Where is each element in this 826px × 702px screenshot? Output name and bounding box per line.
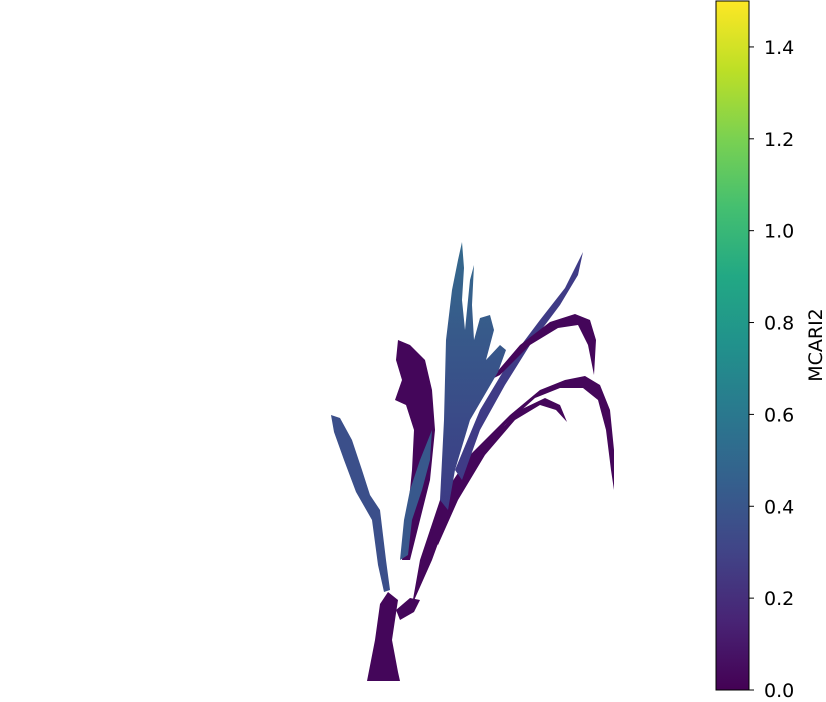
- colorbar-tick-label: 1.2: [764, 129, 794, 151]
- colorbar-tick-label: 1.4: [764, 37, 794, 59]
- leaf-upper-right: [455, 252, 583, 480]
- colorbar-gradient: [715, 0, 750, 691]
- colorbar-tick-label: 0.8: [764, 313, 794, 335]
- plant-heatmap-image: [331, 242, 614, 681]
- leaf-center-left: [400, 430, 432, 560]
- stem: [367, 592, 400, 681]
- colorbar-tick-label: 0.4: [764, 496, 794, 518]
- colorbar: 0.0 0.2 0.4 0.6 0.8 1.0 1.2 1.4 MCARI2: [715, 0, 826, 702]
- colorbar-tick-label: 1.0: [764, 221, 794, 243]
- leaf-left-twisted: [395, 340, 435, 560]
- colorbar-ticks: 0.0 0.2 0.4 0.6 0.8 1.0 1.2 1.4: [749, 37, 794, 702]
- leaf-center-tall: [440, 242, 506, 510]
- leaf-left-low: [331, 415, 390, 592]
- leaf-inner-arc: [430, 398, 567, 545]
- colorbar-tick-label: 0.2: [764, 588, 794, 610]
- colorbar-tick-label: 0.6: [764, 404, 794, 426]
- leaf-upper-right-bent: [490, 314, 596, 380]
- colorbar-label: MCARI2: [805, 308, 826, 382]
- colorbar-tick-label: 0.0: [764, 680, 794, 702]
- leaf-base-right: [396, 598, 420, 620]
